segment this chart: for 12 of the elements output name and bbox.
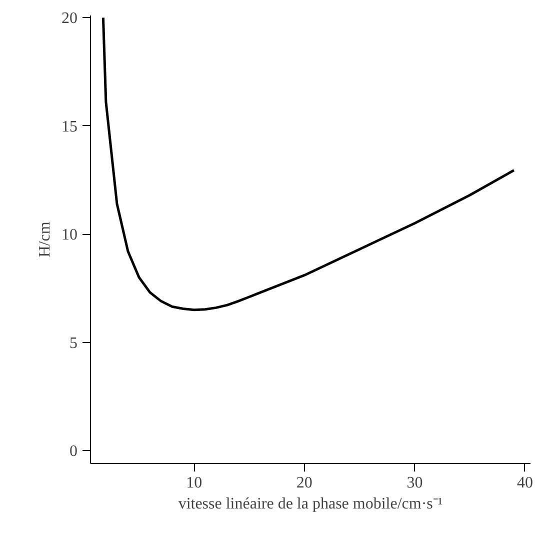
line-series	[102, 16, 516, 312]
y-tick-label: 0	[70, 443, 78, 460]
x-axis-title: vitesse linéaire de la phase mobile/cm·s⁻¹	[178, 496, 443, 512]
x-tick-label: 20	[296, 474, 312, 492]
y-tick-label: 10	[62, 226, 78, 244]
y-tick-label: 5	[70, 334, 78, 352]
x-tick-label: 30	[406, 474, 423, 492]
y-tick-label: 20	[62, 10, 78, 28]
x-tick-label: 10	[186, 474, 202, 492]
y-tick-label: 15	[62, 118, 78, 136]
x-tick-label: 40	[516, 474, 533, 492]
y-axis-title: H/cm	[36, 221, 54, 258]
